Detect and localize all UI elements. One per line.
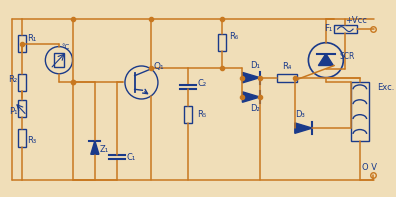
Polygon shape [242, 92, 260, 102]
Text: +Vcc: +Vcc [345, 16, 367, 25]
Bar [184, 106, 192, 123]
Polygon shape [91, 141, 99, 154]
Text: C₂: C₂ [197, 79, 206, 88]
Text: °C: °C [62, 44, 70, 50]
Bar [18, 100, 26, 117]
Polygon shape [295, 123, 312, 133]
Polygon shape [318, 54, 333, 65]
Bar [351, 83, 369, 141]
Text: O V: O V [362, 163, 377, 172]
Text: R₆: R₆ [229, 32, 238, 41]
Text: Q₁: Q₁ [154, 62, 164, 72]
Text: D₂: D₂ [250, 104, 260, 113]
Bar [218, 34, 226, 51]
Polygon shape [242, 72, 260, 83]
Text: P₁: P₁ [9, 107, 17, 116]
Bar [18, 74, 26, 91]
Bar [18, 35, 26, 52]
Text: SCR: SCR [339, 52, 355, 61]
Bar [277, 74, 297, 82]
Text: R₄: R₄ [282, 62, 292, 72]
Text: R₅: R₅ [197, 110, 206, 119]
Text: D₁: D₁ [250, 61, 260, 71]
Text: R₂: R₂ [8, 75, 17, 84]
Bar [18, 129, 26, 147]
Text: Z₁: Z₁ [100, 145, 109, 154]
Text: D₃: D₃ [295, 110, 305, 119]
Text: Exc.: Exc. [377, 83, 395, 92]
Bar [334, 25, 357, 33]
Bar [54, 53, 64, 67]
Text: R₁: R₁ [27, 34, 36, 43]
Text: R₃: R₃ [27, 136, 36, 145]
Text: F₁: F₁ [324, 24, 332, 33]
Text: C₁: C₁ [126, 153, 135, 162]
